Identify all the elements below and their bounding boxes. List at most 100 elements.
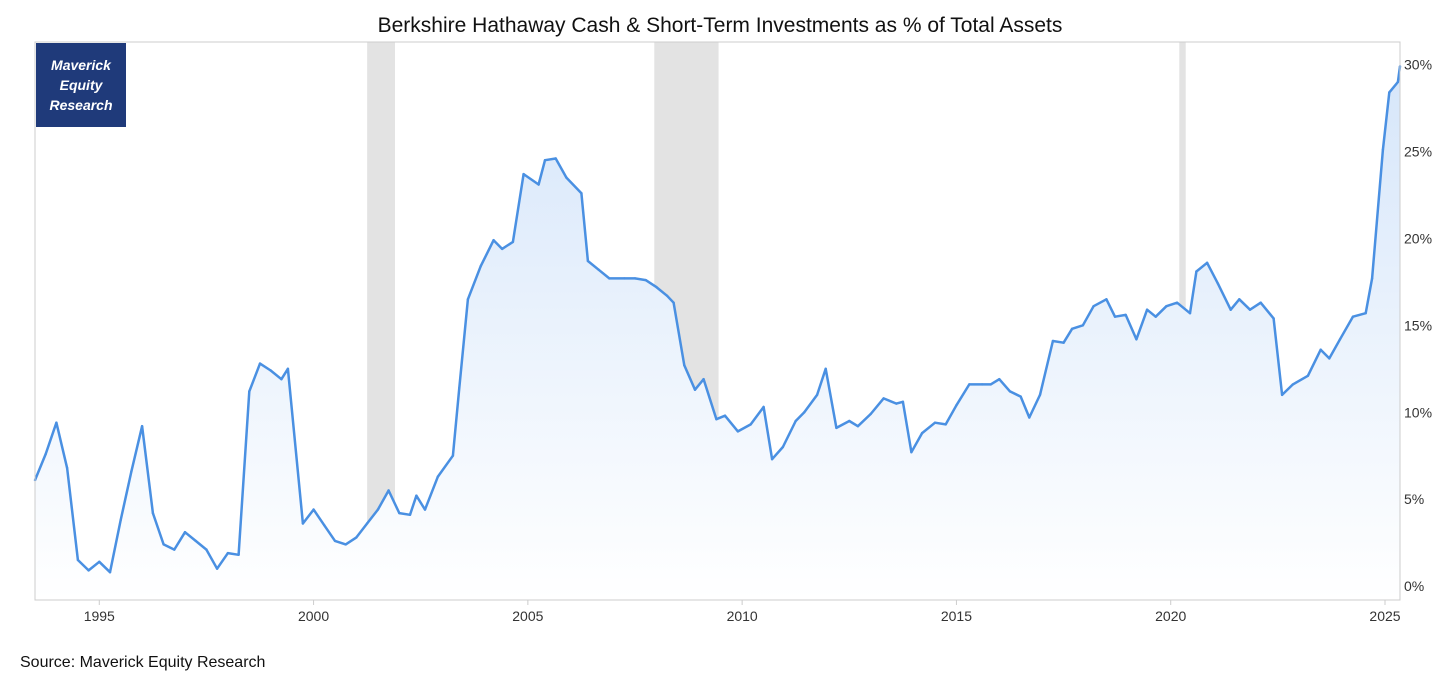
- data-point: [301, 522, 305, 525]
- x-tick-label: 2000: [298, 608, 329, 624]
- data-point: [151, 511, 155, 515]
- x-tick-label: 1995: [84, 608, 115, 624]
- data-point: [1216, 282, 1220, 285]
- logo-line-1: Maverick: [51, 57, 111, 73]
- y-tick-label: 10%: [1404, 404, 1432, 420]
- data-point: [1238, 298, 1241, 301]
- data-point: [1381, 148, 1385, 151]
- data-point: [910, 451, 913, 454]
- data-point: [44, 452, 47, 456]
- data-point: [554, 157, 557, 160]
- data-point: [1124, 313, 1127, 317]
- data-point: [702, 378, 705, 381]
- data-point: [794, 419, 797, 423]
- source-note: Source: Maverick Equity Research: [20, 654, 266, 671]
- data-point: [376, 508, 380, 511]
- data-point: [1051, 339, 1055, 343]
- data-point: [286, 367, 290, 370]
- data-point: [693, 388, 697, 391]
- data-point: [1306, 374, 1310, 377]
- data-point: [458, 386, 461, 390]
- data-point: [65, 466, 69, 470]
- data-point: [781, 445, 785, 449]
- data-point: [1328, 357, 1331, 360]
- data-point: [1092, 305, 1095, 308]
- data-point: [1229, 308, 1232, 311]
- data-point: [205, 548, 208, 551]
- data-point: [543, 159, 547, 162]
- data-point: [1135, 338, 1138, 341]
- data-point: [323, 524, 326, 527]
- data-point: [944, 423, 947, 426]
- data-point: [408, 513, 412, 516]
- y-tick-label: 0%: [1404, 578, 1424, 594]
- data-point: [1370, 277, 1374, 280]
- x-tick-label: 2020: [1155, 608, 1186, 624]
- data-point: [1019, 395, 1022, 398]
- logo-line-3: Research: [49, 97, 113, 113]
- plot-frame: [34, 41, 1401, 601]
- data-point: [683, 364, 686, 367]
- data-point: [98, 560, 101, 563]
- data-point: [1319, 348, 1322, 351]
- data-point: [869, 412, 872, 416]
- data-point: [76, 558, 80, 562]
- data-point: [1388, 91, 1391, 94]
- series-line: [33, 66, 1402, 574]
- data-point: [398, 511, 401, 515]
- data-point: [194, 539, 197, 543]
- data-point: [1338, 338, 1342, 341]
- data-point: [1364, 312, 1367, 315]
- data-point: [215, 567, 219, 570]
- data-point: [623, 277, 626, 280]
- data-point: [998, 378, 1001, 381]
- data-point: [183, 531, 187, 534]
- data-point: [1113, 315, 1117, 318]
- data-point: [280, 378, 283, 381]
- logo-line-2: Equity: [59, 77, 103, 93]
- data-point: [955, 404, 958, 407]
- data-point: [580, 192, 583, 195]
- data-point: [1259, 301, 1262, 304]
- data-point: [387, 489, 390, 492]
- data-point: [108, 571, 112, 574]
- y-tick-label: 20%: [1404, 230, 1432, 246]
- data-point: [55, 421, 58, 424]
- data-point: [655, 285, 658, 289]
- data-point: [749, 423, 752, 426]
- data-point: [856, 425, 860, 428]
- y-tick-label: 30%: [1404, 57, 1432, 73]
- data-point: [537, 183, 540, 186]
- data-point: [1038, 393, 1042, 397]
- data-point: [920, 431, 924, 435]
- data-point: [492, 239, 495, 242]
- data-point: [644, 278, 647, 282]
- data-point: [762, 405, 765, 409]
- data-point: [451, 454, 455, 457]
- data-point: [1062, 341, 1065, 344]
- data-point: [436, 475, 440, 478]
- data-point: [1008, 390, 1012, 393]
- data-point: [1081, 324, 1085, 327]
- data-point: [770, 458, 774, 461]
- x-tick-label: 2005: [512, 608, 543, 624]
- data-point: [989, 383, 992, 386]
- x-tick-label: 2025: [1369, 608, 1400, 624]
- data-point: [140, 425, 144, 428]
- data-point: [608, 277, 611, 280]
- data-point: [511, 240, 515, 244]
- data-point: [87, 569, 90, 572]
- data-point: [1205, 261, 1209, 264]
- data-point: [1175, 301, 1179, 304]
- data-point: [933, 421, 937, 424]
- data-point: [1248, 308, 1252, 311]
- x-tick-label: 2010: [727, 608, 758, 624]
- data-point: [248, 390, 251, 393]
- data-point: [365, 522, 369, 525]
- data-point: [479, 265, 482, 268]
- data-point: [1396, 80, 1400, 84]
- data-point: [824, 367, 827, 370]
- data-point: [848, 419, 851, 423]
- data-point: [723, 414, 727, 417]
